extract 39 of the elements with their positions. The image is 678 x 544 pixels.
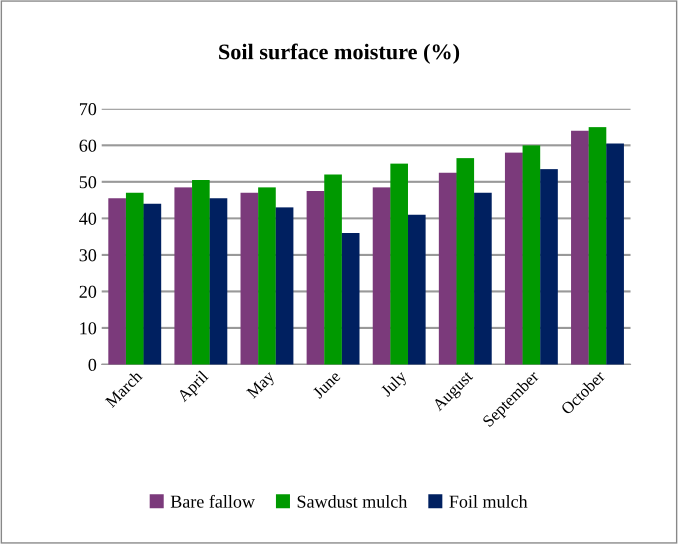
bar [210, 198, 228, 364]
y-tick-label: 0 [88, 358, 96, 371]
bar [390, 164, 408, 364]
bar [342, 232, 360, 364]
bar [240, 192, 258, 364]
y-tick-label: 60 [80, 140, 96, 152]
y-tick-label: 10 [80, 322, 96, 334]
bar [372, 187, 390, 364]
bar [588, 127, 606, 364]
bar [504, 152, 523, 364]
bar [192, 180, 210, 364]
y-tick-label: 40 [79, 212, 96, 225]
bar [438, 172, 456, 364]
bar [258, 187, 276, 364]
bar [174, 187, 192, 364]
x-tick-label: May [246, 370, 278, 402]
chart-title: Soil surface moisture (%) [219, 44, 460, 64]
y-tick-label: 70 [80, 103, 96, 116]
bar [276, 207, 294, 364]
x-tick-label: June [312, 370, 341, 399]
x-tick-label: July [380, 369, 410, 400]
bar [144, 204, 162, 364]
bar [540, 169, 558, 364]
bar [306, 190, 324, 364]
bar [474, 192, 492, 364]
bar [571, 130, 589, 364]
bar [108, 198, 126, 364]
legend-label: Bare fallow [170, 494, 255, 508]
bar [456, 158, 474, 364]
bar [408, 214, 426, 364]
legend-label: Foil mulch [449, 495, 528, 508]
legend-label: Sawdust mulch [298, 495, 408, 508]
y-tick-label: 50 [80, 176, 96, 188]
bar [324, 174, 342, 364]
bar [126, 192, 144, 364]
bar [606, 144, 624, 364]
y-tick-label: 30 [80, 249, 96, 262]
y-tick-label: 20 [80, 286, 96, 298]
bar [522, 145, 540, 364]
